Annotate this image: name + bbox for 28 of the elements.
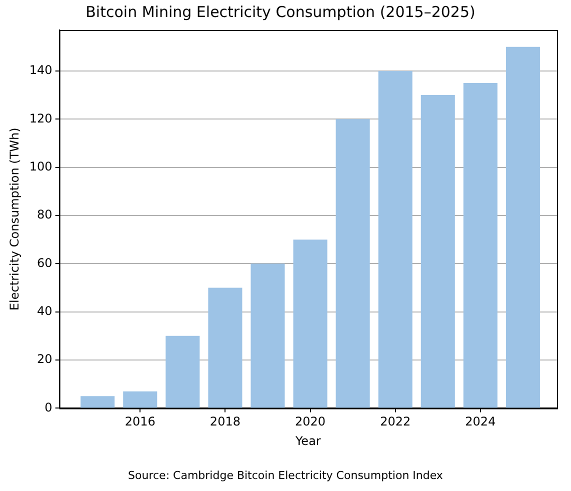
x-tick-label: 2020 [295, 414, 326, 429]
bar [420, 95, 455, 408]
source-note: Source: Cambridge Bitcoin Electricity Consumption Index [128, 469, 444, 482]
y-tick-label: 60 [37, 256, 52, 270]
bar [463, 82, 498, 408]
x-tick-label: 2018 [210, 414, 240, 429]
bar [80, 396, 115, 408]
x-tick-label: 2016 [124, 414, 156, 429]
bar [378, 70, 412, 408]
y-tick-label: 100 [29, 159, 52, 174]
bar [166, 336, 200, 408]
bar [123, 391, 158, 408]
bar [293, 240, 328, 408]
bar [208, 288, 242, 408]
chart-title: Bitcoin Mining Electricity Consumption (2015–2025) [86, 2, 476, 21]
x-axis-title: Year [294, 434, 321, 448]
y-tick-label: 40 [37, 304, 52, 318]
y-tick-label: 80 [37, 208, 52, 222]
y-tick-label: 0 [44, 400, 52, 414]
y-axis-title: Electricity Consumption (TWh) [7, 128, 22, 311]
bar [506, 46, 540, 408]
y-tick-label: 120 [29, 111, 52, 126]
x-tick-label: 2022 [380, 414, 411, 429]
x-tick-label: 2024 [465, 414, 496, 429]
y-tick-label: 20 [37, 352, 52, 366]
bar [336, 119, 370, 408]
bar [250, 264, 285, 408]
y-tick-label: 140 [29, 63, 52, 78]
